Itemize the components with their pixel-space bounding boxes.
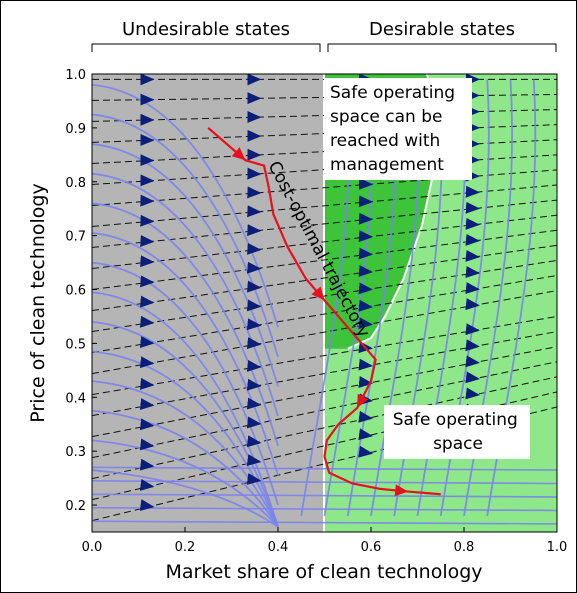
y-tick-label: 0.5 xyxy=(65,337,86,352)
y-tick-label: 0.3 xyxy=(65,445,86,460)
x-tick-label: 0.6 xyxy=(361,540,382,555)
y-tick-label: 0.8 xyxy=(65,176,86,191)
streamline xyxy=(92,291,279,527)
streamline xyxy=(92,520,557,525)
phase-arrow xyxy=(139,438,155,451)
bracket-undesirable xyxy=(91,43,321,52)
phase-arrow xyxy=(465,355,480,368)
streamline xyxy=(92,506,557,512)
streamline xyxy=(92,380,279,528)
phase-arrow xyxy=(358,358,373,371)
streamline xyxy=(92,409,279,528)
x-axis-ticks: 0.0 0.2 0.4 0.6 0.8 1.0 xyxy=(82,527,568,555)
streamline xyxy=(92,469,279,528)
phase-arrow xyxy=(139,356,155,369)
label-undesirable-states: Undesirable states xyxy=(122,19,290,40)
phase-arrow xyxy=(465,339,480,352)
phase-dash-line xyxy=(92,361,557,459)
phase-arrow xyxy=(139,418,155,431)
x-axis-title: Market share of clean technology xyxy=(165,561,482,583)
phase-arrow xyxy=(246,337,262,350)
phase-dash-line xyxy=(92,259,557,333)
phase-dash-line xyxy=(92,275,557,354)
phase-arrow xyxy=(465,266,480,278)
y-tick-label: 0.6 xyxy=(65,284,86,299)
streamline xyxy=(92,480,557,485)
y-axis-title: Price of clean technology xyxy=(27,183,49,422)
annotation-box-reachable xyxy=(324,78,472,180)
plot-border xyxy=(91,73,558,533)
phase-arrow xyxy=(246,378,262,391)
undesirable-region xyxy=(92,74,324,532)
y-tick-label: 1.0 xyxy=(65,68,86,83)
phase-arrow xyxy=(358,445,373,458)
phase-arrow xyxy=(139,478,155,491)
phase-arrow xyxy=(139,315,155,328)
phase-arrow xyxy=(358,410,373,423)
phase-arrow xyxy=(246,416,262,429)
phase-arrow xyxy=(139,499,155,512)
phase-arrow xyxy=(465,298,480,311)
cost-optimal-trajectory xyxy=(207,127,441,496)
phase-arrow xyxy=(246,359,262,372)
phase-dash-line xyxy=(92,346,557,438)
phase-arrow xyxy=(246,454,262,467)
x-tick-label: 0.2 xyxy=(175,540,196,555)
phase-dash-line xyxy=(92,290,557,375)
phase-arrow xyxy=(358,282,373,295)
trajectory-arrowhead xyxy=(231,147,246,161)
phase-arrow xyxy=(358,317,373,330)
phase-arrow xyxy=(465,387,480,400)
streamline xyxy=(92,493,557,498)
y-axis-ticks: 0.2 0.3 0.4 0.5 0.6 0.7 0.8 0.9 1.0 xyxy=(65,68,97,514)
phase-arrow xyxy=(465,282,480,295)
x-tick-label: 1.0 xyxy=(547,540,568,555)
x-tick-label: 0.0 xyxy=(82,540,103,555)
phase-arrow xyxy=(358,299,373,312)
phase-arrow xyxy=(465,323,480,336)
annotation-box-safe xyxy=(384,405,530,459)
annotation-reachable: Safe operating space can be reached with… xyxy=(330,83,460,175)
streamline xyxy=(92,172,279,417)
phase-arrow xyxy=(139,458,155,471)
trajectory-arrowhead xyxy=(311,286,325,301)
streamline xyxy=(92,466,557,471)
phase-arrow xyxy=(358,428,373,441)
x-tick-label: 0.4 xyxy=(268,540,289,555)
streamline xyxy=(92,261,279,506)
phase-arrow xyxy=(246,318,262,331)
phase-arrow xyxy=(139,377,155,390)
bracket-desirable xyxy=(327,43,557,52)
phase-arrow xyxy=(139,398,155,411)
y-tick-label: 0.2 xyxy=(65,499,86,514)
phase-arrow xyxy=(246,435,262,448)
phase-arrow xyxy=(139,336,155,348)
phase-dash-line xyxy=(92,331,557,417)
streamline xyxy=(92,350,279,527)
label-desirable-states: Desirable states xyxy=(369,19,515,40)
phase-arrow xyxy=(246,299,262,312)
y-tick-label: 0.7 xyxy=(65,230,86,245)
phase-arrow xyxy=(465,371,480,384)
phase-dash-line xyxy=(92,315,557,396)
y-tick-label: 0.9 xyxy=(65,122,86,137)
trajectory-arrowhead xyxy=(394,484,409,497)
x-tick-label: 0.8 xyxy=(454,540,475,555)
annotation-safe-space: Safe operating space xyxy=(393,410,523,454)
y-tick-label: 0.4 xyxy=(65,391,86,406)
phase-arrow xyxy=(246,472,262,485)
phase-arrow xyxy=(246,397,262,410)
trajectory-arrowhead xyxy=(357,393,369,409)
trajectory-arrows xyxy=(231,147,409,497)
